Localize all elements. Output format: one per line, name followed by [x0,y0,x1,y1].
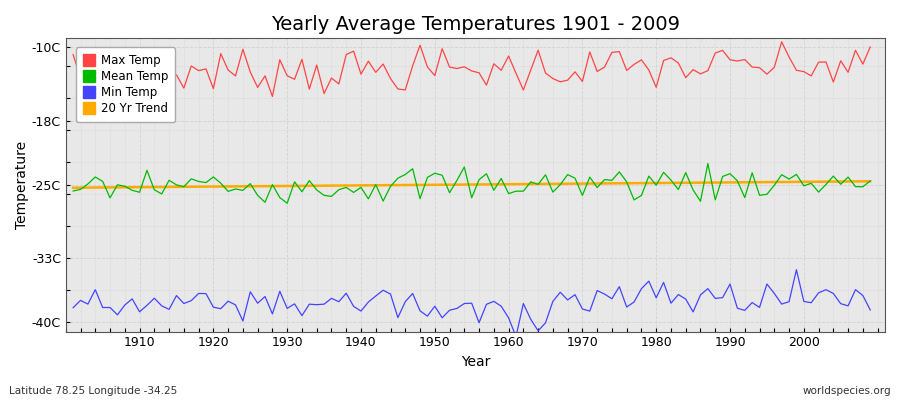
Text: Latitude 78.25 Longitude -34.25: Latitude 78.25 Longitude -34.25 [9,386,177,396]
Text: worldspecies.org: worldspecies.org [803,386,891,396]
Y-axis label: Temperature: Temperature [15,141,29,229]
Title: Yearly Average Temperatures 1901 - 2009: Yearly Average Temperatures 1901 - 2009 [271,15,680,34]
Legend: Max Temp, Mean Temp, Min Temp, 20 Yr Trend: Max Temp, Mean Temp, Min Temp, 20 Yr Tre… [76,47,175,122]
X-axis label: Year: Year [461,355,491,369]
